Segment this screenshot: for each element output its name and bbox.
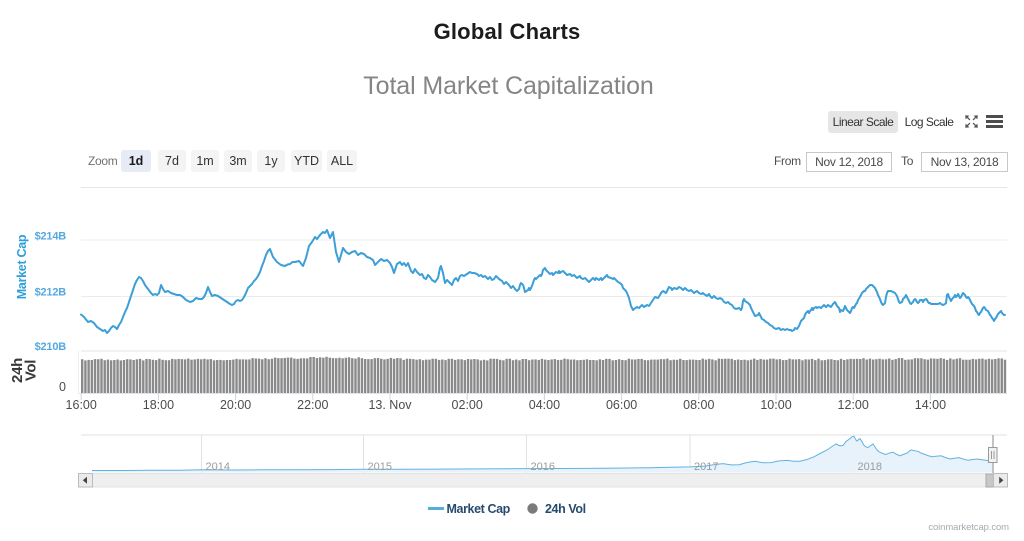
svg-text:0: 0 bbox=[59, 380, 66, 394]
svg-text:$210B: $210B bbox=[35, 341, 67, 353]
svg-text:$214B: $214B bbox=[35, 231, 67, 243]
svg-text:18:00: 18:00 bbox=[143, 398, 174, 412]
svg-text:2014: 2014 bbox=[206, 461, 230, 473]
svg-text:08:00: 08:00 bbox=[683, 398, 714, 412]
svg-text:2017: 2017 bbox=[694, 461, 718, 473]
svg-text:12:00: 12:00 bbox=[838, 398, 869, 412]
svg-text:06:00: 06:00 bbox=[606, 398, 637, 412]
svg-text:20:00: 20:00 bbox=[220, 398, 251, 412]
svg-text:10:00: 10:00 bbox=[760, 398, 791, 412]
svg-text:14:00: 14:00 bbox=[915, 398, 946, 412]
svg-text:02:00: 02:00 bbox=[452, 398, 483, 412]
svg-text:Market Cap: Market Cap bbox=[447, 502, 511, 516]
svg-text:$212B: $212B bbox=[35, 287, 67, 299]
svg-text:24hVol: 24hVol bbox=[9, 358, 40, 383]
svg-text:22:00: 22:00 bbox=[297, 398, 328, 412]
svg-text:16:00: 16:00 bbox=[66, 398, 97, 412]
svg-text:24h Vol: 24h Vol bbox=[545, 502, 586, 516]
svg-text:2018: 2018 bbox=[858, 461, 882, 473]
svg-text:Market Cap: Market Cap bbox=[15, 234, 29, 299]
svg-text:04:00: 04:00 bbox=[529, 398, 560, 412]
svg-text:2015: 2015 bbox=[368, 461, 392, 473]
svg-text:2016: 2016 bbox=[531, 461, 555, 473]
svg-text:13. Nov: 13. Nov bbox=[368, 398, 412, 412]
